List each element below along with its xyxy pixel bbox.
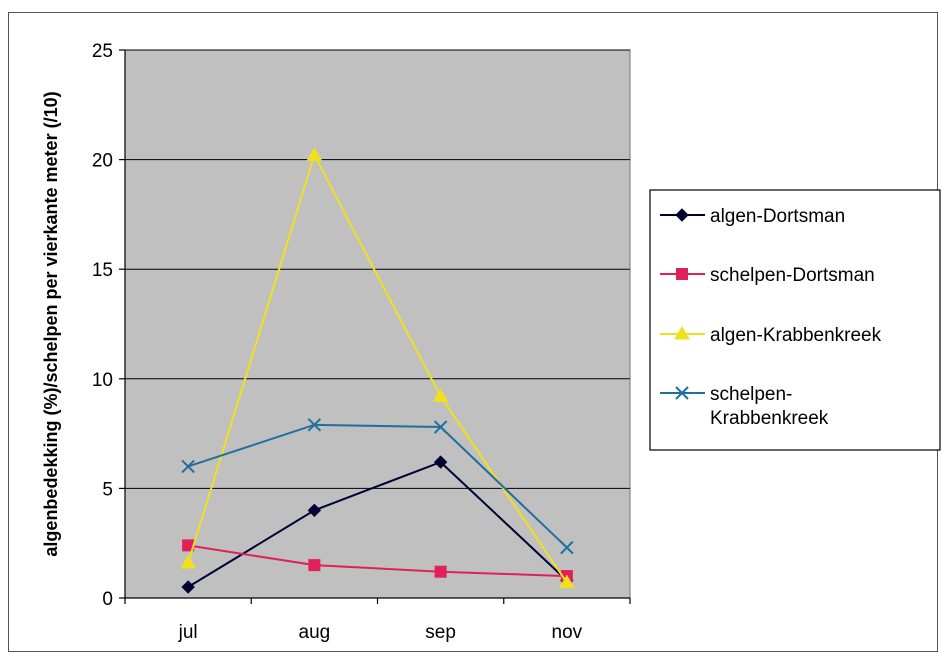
series-schelpen-krabbenkreek [181,418,574,555]
legend-marker [674,326,690,340]
series [180,147,575,594]
series-line [187,460,568,588]
legend: algen-Dortsman schelpen-Dortsman algen-Kra… [649,189,941,451]
y-tick-label: 10 [92,370,113,391]
x-tick-label: aug [299,622,331,643]
gridlines [125,49,630,489]
data-point [307,418,322,432]
x-tick-label: sep [425,622,456,643]
y-tick-label: 5 [102,479,113,500]
data-point [433,420,448,434]
legend-box [649,189,941,451]
series-line [187,152,568,584]
legend-item-schelpen-dortsman: schelpen-Dortsman [660,265,875,286]
data-point [308,559,321,572]
x-tick-label: jul [178,622,198,643]
data-point [432,388,449,402]
series-line [187,544,567,578]
y-tick-label: 20 [92,151,113,172]
data-point [181,580,195,594]
legend-marker [675,386,689,400]
y-tick-label: 15 [92,260,113,281]
legend-item-algen-krabbenkreek: algen-Krabbenkreek [660,325,882,346]
series-algen-krabbenkreek [180,147,575,589]
data-point [180,554,196,569]
y-tick-label: 25 [92,41,113,62]
legend-item-schelpen-krabbenkreek: schelpen- Krabbenkreek [660,384,829,429]
data-point [307,503,322,518]
data-point [181,459,195,474]
axes: 0 5 10 15 20 25 jul aug sep nov [92,41,631,643]
data-point [560,540,574,555]
legend-marker [676,268,688,280]
data-point [306,147,323,161]
y-tick-label: 0 [102,589,113,610]
series-line [187,423,568,549]
legend-label: Krabbenkreek [710,408,829,429]
legend-label: schelpen- [710,384,792,405]
y-axis-label: algenbedekking (%)/schelpen per vierkant… [41,91,61,556]
legend-label: algen-Dortsman [710,206,845,227]
x-tick-label: nov [552,622,583,643]
legend-label: schelpen-Dortsman [710,265,875,286]
legend-marker [675,208,689,222]
data-point [559,574,575,589]
data-point [434,565,447,578]
data-point [433,455,448,469]
plot-area [124,49,631,599]
legend-label: algen-Krabbenkreek [710,325,882,346]
legend-item-algen-dortsman: algen-Dortsman [660,206,845,227]
